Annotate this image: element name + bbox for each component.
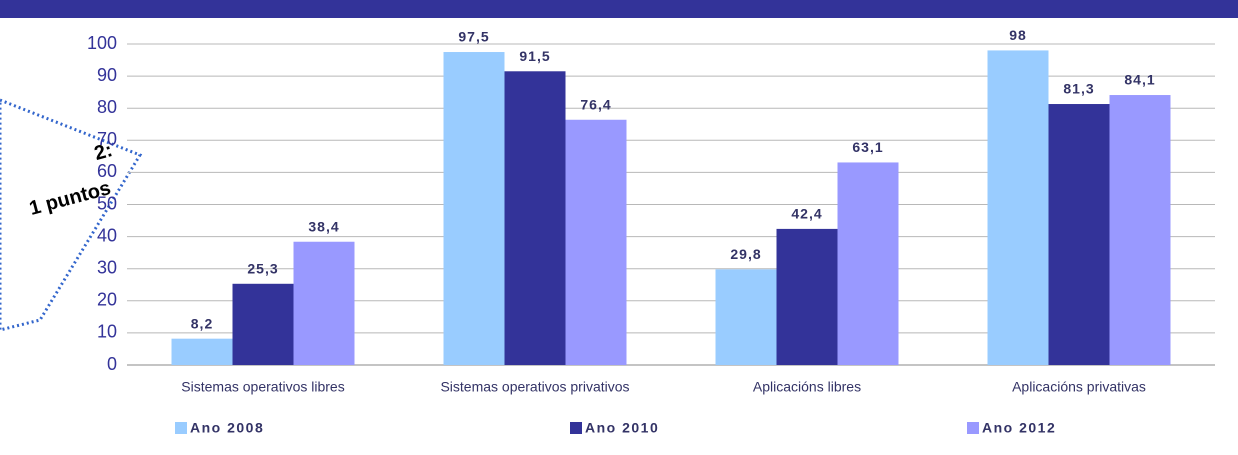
- bar: [715, 269, 777, 365]
- value-label: 38,4: [308, 218, 339, 234]
- bar: [443, 52, 505, 366]
- y-tick-label: 100: [87, 33, 117, 53]
- value-label: 63,1: [852, 139, 883, 155]
- value-label: 81,3: [1063, 81, 1094, 97]
- y-tick-label: 80: [97, 97, 117, 117]
- value-label: 76,4: [580, 96, 611, 112]
- bar: [232, 283, 294, 365]
- y-tick-label: 50: [97, 193, 117, 213]
- bar: [1048, 104, 1110, 365]
- value-label: 97,5: [458, 29, 489, 45]
- bar: [504, 71, 566, 365]
- top-band: [0, 0, 1238, 18]
- bar: [171, 338, 233, 365]
- y-tick-label: 10: [97, 322, 117, 342]
- annotation-box: [0, 98, 143, 332]
- value-label: 8,2: [191, 315, 213, 331]
- bar: [565, 119, 627, 365]
- y-tick-label: 90: [97, 65, 117, 85]
- x-tick-label: Sistemas operativos libres: [181, 379, 344, 395]
- bar: [837, 162, 899, 365]
- bar: [987, 50, 1049, 366]
- value-label: 91,5: [519, 48, 550, 64]
- x-tick-label: Sistemas operativos privativos: [440, 379, 629, 395]
- legend-label: Ano 2012: [982, 420, 1056, 436]
- x-tick-label: Aplicacións libres: [753, 379, 861, 395]
- legend-swatch: [570, 422, 582, 434]
- legend-label: Ano 2010: [585, 420, 659, 436]
- bar: [1109, 95, 1171, 365]
- bar: [776, 228, 838, 365]
- y-tick-label: 60: [97, 161, 117, 181]
- value-label: 84,1: [1124, 72, 1155, 88]
- annotation: 2:: [92, 139, 115, 165]
- y-tick-label: 70: [97, 129, 117, 149]
- y-tick-label: 30: [97, 257, 117, 277]
- y-tick-label: 0: [107, 354, 117, 374]
- legend-swatch: [175, 422, 187, 434]
- value-label: 98: [1009, 27, 1027, 43]
- value-label: 29,8: [730, 246, 761, 262]
- y-tick-label: 40: [97, 225, 117, 245]
- bar: [293, 241, 355, 365]
- y-tick-label: 20: [97, 290, 117, 310]
- legend-label: Ano 2008: [190, 420, 264, 436]
- x-tick-label: Aplicacións privativas: [1012, 379, 1146, 395]
- value-label: 42,4: [791, 206, 822, 222]
- legend-swatch: [967, 422, 979, 434]
- value-label: 25,3: [247, 260, 278, 276]
